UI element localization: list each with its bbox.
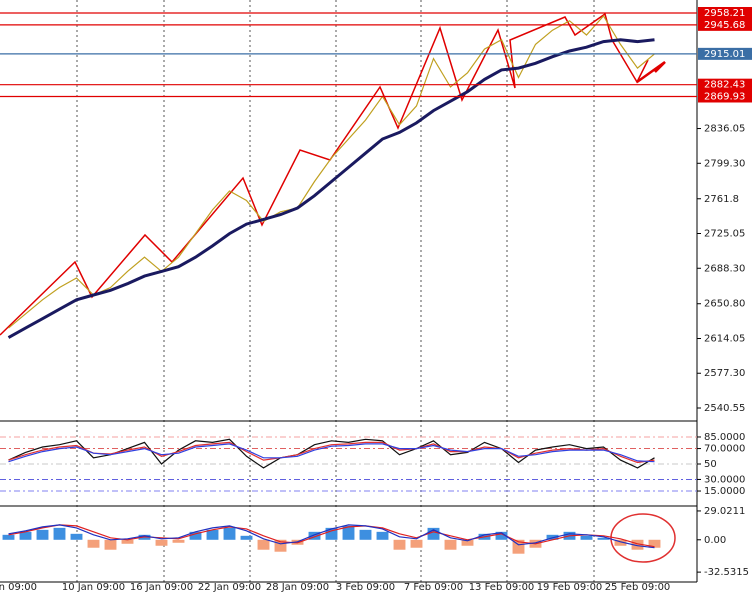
y-tick-label: 2761.8	[704, 194, 739, 205]
histogram-bar	[53, 527, 66, 540]
histogram-bar	[274, 539, 287, 552]
x-tick-label: 10 Jan 09:00	[62, 582, 125, 593]
histogram-bar	[2, 534, 15, 540]
histogram-bar	[206, 529, 219, 540]
x-tick-label: 7 Feb 09:00	[404, 582, 463, 593]
histogram-bar	[631, 539, 644, 550]
x-tick-label: 28 Jan 09:00	[266, 582, 329, 593]
y-tick-label: 2799.30	[704, 158, 745, 169]
histogram-bar	[614, 539, 627, 546]
histogram-bar	[223, 527, 236, 540]
price-level-box	[698, 90, 752, 103]
series-line	[7, 38, 655, 339]
histogram-bar	[461, 539, 474, 546]
histogram-bar	[410, 539, 423, 548]
price-level-box	[698, 18, 752, 31]
x-tick-label: 13 Feb 09:00	[469, 582, 535, 593]
y-tick-label: -32.5315	[704, 567, 749, 578]
histogram-bar	[512, 539, 525, 554]
price-level-label: 2882.43	[704, 80, 745, 91]
y-tick-label: 2836.05	[704, 124, 745, 135]
price-level-label: 2915.01	[704, 49, 745, 60]
y-tick-label: 0.00	[704, 535, 726, 546]
highlight-circle	[610, 513, 676, 563]
histogram-bar	[444, 539, 457, 550]
histogram-bar	[240, 535, 253, 540]
price-level-box	[698, 78, 752, 91]
histogram-bar	[104, 539, 117, 550]
histogram-bar	[19, 531, 32, 540]
y-tick-label: 2577.30	[704, 368, 745, 379]
x-tick-label: 25 Feb 09:00	[605, 582, 671, 593]
y-tick-label: 29.0211	[704, 506, 745, 517]
histogram-bar	[172, 539, 185, 543]
x-tick-label: 22 Jan 09:00	[198, 582, 261, 593]
x-tick-label: 16 Jan 09:00	[130, 582, 193, 593]
histogram-bar	[257, 539, 270, 550]
y-tick-label: 2540.55	[704, 403, 745, 414]
price-level-label: 2869.93	[704, 91, 745, 102]
price-level-box	[698, 47, 752, 60]
histogram-bar	[359, 529, 372, 540]
series-line	[8, 441, 655, 464]
price-level-label: 2958.21	[704, 8, 745, 19]
x-tick-label: 19 Feb 09:00	[537, 582, 603, 593]
histogram-bar	[121, 539, 134, 544]
histogram-bar	[376, 531, 389, 540]
histogram-bar	[495, 531, 508, 540]
series-line	[8, 14, 655, 329]
y-tick-label: 50	[704, 459, 717, 470]
price-level-label: 2945.68	[704, 20, 745, 31]
histogram-bar	[580, 535, 593, 540]
x-tick-label: 3 Feb 09:00	[336, 582, 395, 593]
y-tick-label: 70.0000	[704, 444, 745, 455]
histogram-bar	[87, 539, 100, 548]
histogram-bar	[597, 537, 610, 540]
series-line	[8, 524, 655, 548]
histogram-bar	[427, 527, 440, 540]
y-tick-label: 2614.05	[704, 333, 745, 344]
histogram-bar	[189, 531, 202, 540]
histogram-bar	[155, 539, 168, 546]
series-line	[8, 524, 655, 549]
histogram-bar	[325, 527, 338, 540]
y-tick-label: 2725.05	[704, 229, 745, 240]
y-tick-label: 15.0000	[704, 486, 745, 497]
histogram-bar	[342, 525, 355, 540]
histogram-bar	[308, 531, 321, 540]
histogram-bar	[70, 533, 83, 540]
series-line	[8, 443, 655, 463]
x-tick-label: 6 Jan 09:00	[0, 582, 37, 593]
histogram-bar	[648, 539, 661, 548]
y-tick-label: 2650.80	[704, 299, 745, 310]
y-tick-label: 85.0000	[704, 432, 745, 443]
y-tick-label: 2688.30	[704, 263, 745, 274]
y-tick-label: 30.0000	[704, 474, 745, 485]
arrow-annotation	[636, 60, 666, 84]
histogram-bar	[36, 529, 49, 540]
price-level-box	[698, 7, 752, 20]
histogram-bar	[393, 539, 406, 550]
